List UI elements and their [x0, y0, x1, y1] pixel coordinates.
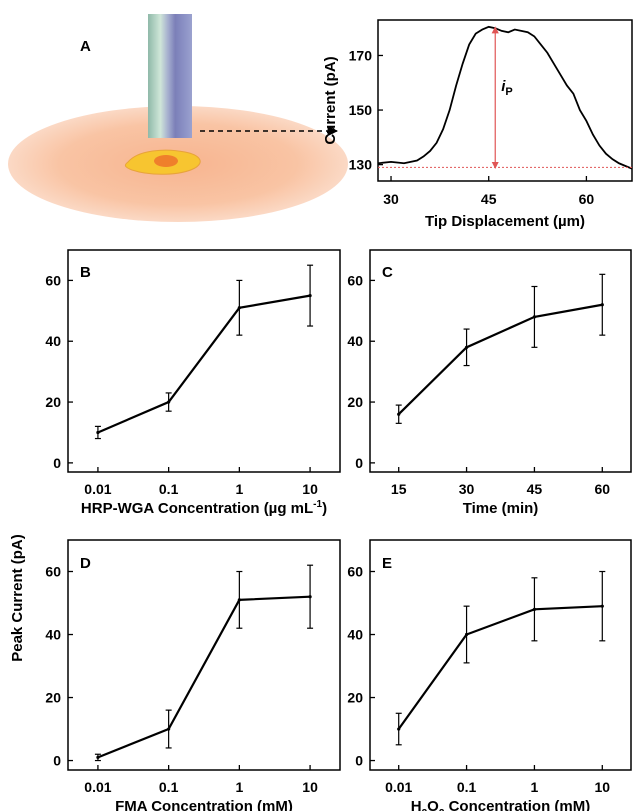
x-tick-label: 1 — [235, 779, 243, 795]
shared-y-axis-title: Peak Current (pA) — [9, 534, 26, 662]
panel-c-chart: C 0 20 40 60 15 30 45 60 Time (min) — [347, 249, 632, 517]
cell-nucleus — [154, 155, 178, 167]
x-tick-label: 0.01 — [385, 779, 412, 795]
x-tick-label: 0.01 — [84, 779, 111, 795]
y-tick-label: 40 — [347, 627, 363, 643]
x-tick-label: 0.01 — [84, 481, 111, 497]
data-point — [96, 755, 100, 759]
y-tick-label: 60 — [347, 272, 363, 288]
scanning-probe — [148, 14, 192, 138]
y-tick-label: 0 — [355, 753, 363, 769]
y-tick-label: 40 — [45, 333, 61, 349]
data-point — [237, 598, 241, 602]
data-point — [237, 306, 241, 310]
plot-frame — [369, 249, 632, 473]
series-line — [397, 303, 603, 416]
panel-label: D — [80, 555, 91, 572]
data-point — [397, 727, 401, 731]
panel-d-chart: D 0 20 40 60 0.01 0.1 1 10 FMA Concentration (mM) — [45, 539, 341, 811]
y-tick-label: 60 — [45, 564, 61, 580]
data-point — [96, 430, 100, 435]
data-point — [397, 412, 401, 416]
panel-label-a: A — [80, 38, 91, 55]
data-point — [600, 303, 604, 307]
panel-a-illustration: A — [8, 14, 348, 222]
plot-frame — [67, 249, 341, 473]
x-tick-label: 0.1 — [159, 779, 179, 795]
data-point — [532, 315, 537, 319]
y-tick-label: 20 — [347, 690, 363, 706]
series-line — [97, 595, 311, 759]
y-tick-label: 150 — [349, 102, 373, 118]
x-tick-label: 10 — [595, 779, 611, 795]
x-tick-label: 45 — [481, 191, 497, 207]
series-line — [97, 294, 311, 434]
y-tick-label: 60 — [347, 564, 363, 580]
panel-label: B — [80, 264, 91, 281]
data-point — [600, 604, 604, 608]
x-tick-label: 10 — [302, 481, 318, 497]
x-axis-title: FMA Concentration (mM) — [115, 798, 293, 811]
x-tick-label: 0.1 — [159, 481, 179, 497]
panel-label: C — [382, 264, 393, 281]
x-tick-label: 1 — [235, 481, 243, 497]
x-tick-label: 30 — [459, 481, 475, 497]
y-tick-label: 40 — [347, 333, 363, 349]
y-tick-label: 0 — [53, 455, 61, 471]
x-tick-label: 0.1 — [457, 779, 477, 795]
panel-e-chart: E 0 20 40 60 0.01 0.1 1 10 H2O2 Concentration (mM… — [347, 539, 632, 811]
x-tick-label: 60 — [595, 481, 611, 497]
panel-b-chart: B 0 20 40 60 0.01 0.1 1 10 HRP-WGA Concentration … — [45, 249, 341, 517]
data-point — [532, 607, 537, 611]
x-tick-label: 45 — [527, 481, 543, 497]
y-tick-label: 130 — [349, 157, 373, 173]
y-tick-label: 170 — [349, 47, 373, 63]
x-axis-title: Time (min) — [463, 500, 539, 517]
y-tick-label: 60 — [45, 272, 61, 288]
data-point — [464, 632, 469, 637]
current-trace-line — [377, 25, 633, 170]
data-point — [464, 345, 469, 349]
peak-current-label: iP — [501, 78, 513, 98]
y-tick-label: 40 — [45, 627, 61, 643]
data-point — [167, 727, 171, 731]
x-tick-label: 1 — [531, 779, 539, 795]
panel-label: E — [382, 555, 392, 572]
y-tick-label: 20 — [45, 394, 61, 410]
y-tick-label: 20 — [347, 394, 363, 410]
plot-frame — [369, 539, 632, 771]
data-point — [308, 294, 312, 298]
x-axis-title: Tip Displacement (µm) — [425, 213, 585, 230]
x-tick-label: 15 — [391, 481, 407, 497]
panel-a-current-trace: 30 45 60 130 150 170 Tip Displacement (µm) Curr… — [322, 19, 633, 230]
y-axis-title: Current (pA) — [322, 56, 339, 144]
y-tick-label: 20 — [45, 690, 61, 706]
data-point — [167, 400, 171, 404]
series-line — [397, 605, 603, 730]
x-tick-label: 30 — [383, 191, 399, 207]
x-axis-title: H2O2 Concentration (mM) — [411, 798, 590, 811]
data-point — [308, 595, 312, 599]
y-tick-label: 0 — [53, 753, 61, 769]
plot-frame — [377, 19, 633, 182]
x-tick-label: 10 — [302, 779, 318, 795]
y-tick-label: 0 — [355, 455, 363, 471]
x-tick-label: 60 — [579, 191, 595, 207]
x-axis-title: HRP-WGA Concentration (µg mL-1) — [81, 499, 327, 517]
plot-frame — [67, 539, 341, 771]
